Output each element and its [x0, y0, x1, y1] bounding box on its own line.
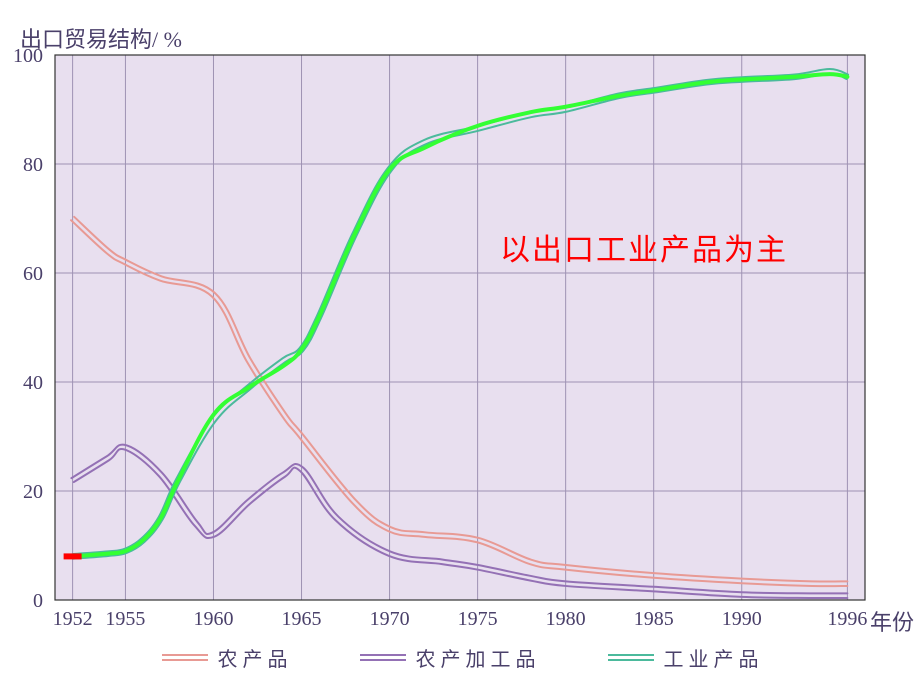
chart-container: 出口贸易结构/ % 020406080100195219551960196519…	[0, 0, 920, 690]
legend-swatch	[162, 654, 208, 661]
svg-text:80: 80	[23, 154, 43, 176]
legend-item: 农 产 加 工 品	[360, 643, 536, 672]
legend-swatch	[360, 654, 406, 661]
svg-text:40: 40	[23, 372, 43, 394]
annotation-text: 以出口工业产品为主	[500, 225, 788, 269]
svg-text:1960: 1960	[193, 608, 233, 630]
chart-svg: 0204060801001952195519601965197019751980…	[0, 0, 920, 660]
svg-text:20: 20	[23, 481, 43, 503]
legend: 农 产 品农 产 加 工 品工 业 产 品	[0, 643, 920, 672]
legend-label: 农 产 品	[218, 643, 288, 672]
svg-text:60: 60	[23, 263, 43, 285]
legend-item: 农 产 品	[162, 643, 288, 672]
svg-text:1990: 1990	[722, 608, 762, 630]
legend-swatch	[608, 654, 654, 661]
svg-text:1955: 1955	[105, 608, 145, 630]
legend-item: 工 业 产 品	[608, 643, 759, 672]
legend-label: 农 产 加 工 品	[416, 643, 536, 672]
svg-text:0: 0	[33, 590, 43, 612]
svg-text:1985: 1985	[634, 608, 674, 630]
x-axis-title: 年份	[870, 605, 914, 637]
svg-text:1975: 1975	[458, 608, 498, 630]
svg-text:1970: 1970	[370, 608, 410, 630]
y-axis-title: 出口贸易结构/ %	[20, 22, 182, 54]
svg-text:1965: 1965	[282, 608, 322, 630]
svg-text:1952: 1952	[53, 608, 93, 630]
svg-text:1980: 1980	[546, 608, 586, 630]
legend-label: 工 业 产 品	[664, 643, 759, 672]
svg-text:1996: 1996	[827, 608, 867, 630]
